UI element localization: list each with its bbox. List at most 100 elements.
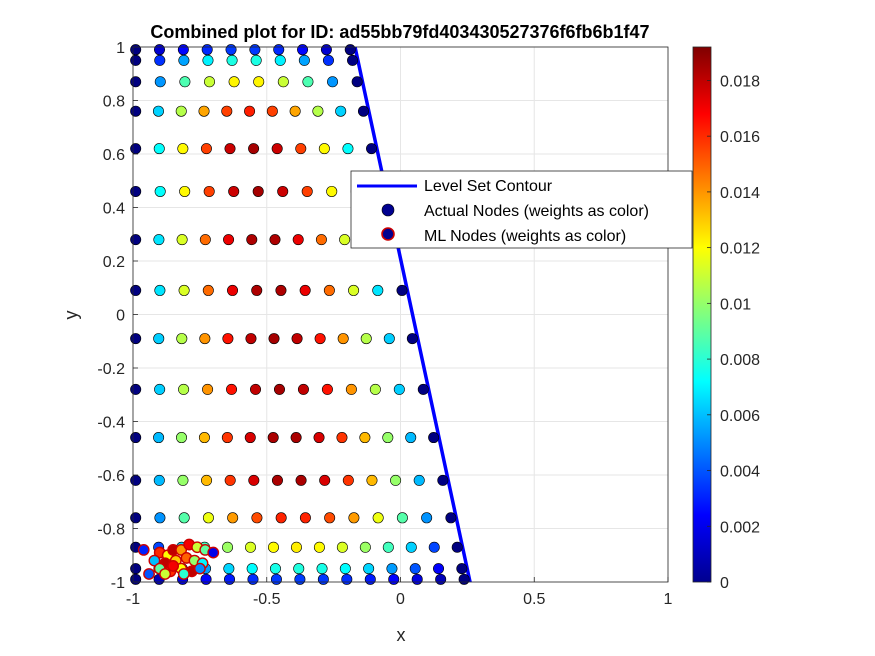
actual-node [433, 563, 445, 575]
actual-node [326, 185, 338, 197]
actual-node [409, 563, 421, 575]
actual-node [268, 333, 280, 345]
colorbar-tick-label: 0.004 [720, 464, 760, 481]
y-tick-label: -0.4 [97, 415, 125, 432]
actual-node [312, 105, 324, 117]
actual-node [130, 44, 142, 56]
legend-box [350, 170, 693, 249]
actual-node [295, 474, 307, 486]
actual-node [274, 54, 286, 66]
actual-node [153, 474, 165, 486]
actual-node [177, 44, 189, 56]
actual-node [339, 563, 351, 575]
actual-node [152, 105, 164, 117]
actual-node [277, 185, 289, 197]
actual-node [327, 76, 339, 88]
actual-node [248, 474, 260, 486]
y-tick-label: -1 [111, 575, 125, 592]
actual-node [360, 333, 372, 345]
colorbar-tick-label: 0.01 [720, 296, 751, 313]
actual-node [269, 234, 281, 246]
actual-node [428, 432, 440, 444]
actual-node [335, 105, 347, 117]
y-axis: -1 -0.8 -0.6 -0.4 -0.2 0 0.2 0.4 0.6 0.8 1 [97, 40, 138, 592]
actual-node [153, 432, 165, 444]
y-tick-label: 1 [116, 40, 125, 57]
actual-node [413, 474, 425, 486]
actual-node [458, 573, 470, 585]
actual-node [273, 44, 285, 56]
actual-node [226, 54, 238, 66]
y-tick-label: -0.6 [97, 468, 125, 485]
actual-node [228, 185, 240, 197]
y-tick-label: -0.2 [97, 361, 125, 378]
actual-node [437, 474, 449, 486]
actual-node [302, 76, 314, 88]
x-axis-label: x [397, 625, 406, 645]
actual-node [204, 76, 216, 88]
actual-node [202, 512, 214, 524]
actual-node [221, 432, 233, 444]
actual-node [357, 105, 369, 117]
actual-node [250, 383, 262, 395]
actual-node [221, 105, 233, 117]
actual-node [249, 44, 261, 56]
actual-node [202, 284, 214, 296]
actual-node [153, 333, 165, 345]
ml-node [207, 546, 220, 559]
colorbar-tick-label: 0.018 [720, 73, 760, 90]
ml-node [143, 568, 155, 580]
actual-node [366, 143, 378, 155]
actual-node [372, 512, 384, 524]
actual-node [411, 573, 423, 585]
legend-item-ml-nodes: ML Nodes (weights as color) [424, 228, 626, 245]
actual-node [295, 143, 307, 155]
actual-node [175, 105, 187, 117]
actual-node [320, 44, 332, 56]
actual-node [246, 234, 258, 246]
actual-node [324, 512, 336, 524]
actual-node [405, 541, 417, 553]
actual-node [198, 432, 210, 444]
actual-node [130, 54, 142, 66]
actual-node [178, 284, 190, 296]
actual-node [336, 541, 348, 553]
actual-node [342, 474, 354, 486]
actual-node [248, 143, 260, 155]
actual-node [382, 432, 394, 444]
actual-node [224, 573, 236, 585]
x-tick-label: -0.5 [253, 591, 281, 608]
actual-node [130, 234, 142, 246]
actual-node [246, 563, 258, 575]
colorbar [692, 46, 712, 583]
legend-actual-marker [381, 203, 395, 217]
ml-node [137, 544, 150, 556]
actual-node [313, 541, 325, 553]
actual-node [178, 54, 190, 66]
actual-node [228, 76, 240, 88]
actual-node [176, 234, 188, 246]
actual-node [222, 333, 234, 345]
actual-node [297, 44, 309, 56]
actual-node [179, 76, 191, 88]
y-tick-label: 0.8 [103, 94, 125, 111]
actual-node [372, 284, 384, 296]
actual-node [294, 573, 306, 585]
actual-node [382, 541, 394, 553]
actual-node [130, 563, 142, 575]
actual-node [271, 143, 283, 155]
actual-node [199, 333, 211, 345]
ml-node [177, 568, 190, 580]
actual-node [253, 76, 265, 88]
colorbar-tick-label: 0.008 [720, 352, 760, 369]
actual-node [130, 143, 142, 155]
actual-node [227, 512, 239, 524]
actual-node [351, 76, 363, 88]
grid [132, 46, 669, 583]
y-tick-label: 0 [116, 308, 125, 325]
actual-node [347, 54, 359, 66]
actual-node [299, 284, 311, 296]
legend-ml-marker [381, 227, 395, 241]
actual-node [421, 512, 433, 524]
actual-node [202, 383, 214, 395]
